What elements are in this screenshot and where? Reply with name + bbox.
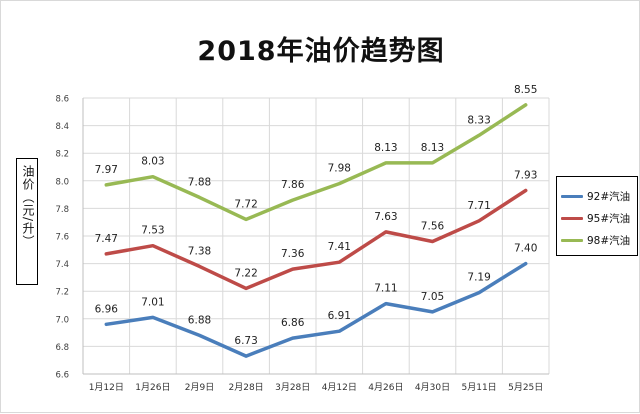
y-tick-label: 8.6 [55,95,69,105]
series-line [104,261,528,358]
data-label: 7.11 [374,283,397,295]
data-label: 8.33 [467,114,490,126]
x-tick-label: 1月26日 [135,382,170,393]
data-label: 6.86 [281,317,305,329]
y-tick-label: 8.2 [55,150,69,160]
data-label: 7.88 [188,176,211,188]
series-line [104,188,528,291]
data-label: 8.13 [374,142,397,154]
legend-label-92: 92#汽油 [587,190,631,203]
data-label: 7.47 [95,233,118,245]
data-label: 7.05 [421,291,444,303]
x-tick-label: 4月30日 [415,382,450,393]
data-label: 7.56 [421,221,445,233]
y-tick-label: 7.4 [55,260,69,270]
legend-swatch-92 [561,194,583,198]
data-label: 7.63 [374,211,397,223]
y-tick-label: 7.8 [55,205,69,215]
data-label: 7.40 [514,243,537,255]
data-label: 7.01 [141,296,164,308]
y-tick-label: 7.0 [55,315,69,325]
y-axis-label-box: 油价（元/升） [16,158,38,285]
data-label: 7.86 [281,179,305,191]
data-label: 8.03 [141,156,164,168]
y-axis-label: 油价（元/升） [21,165,35,249]
legend-swatch-95 [561,216,583,220]
data-label: 7.93 [514,169,537,181]
axis-layer: 6.6 6.8 7.0 7.2 7.4 7.6 7.8 8.0 8.2 8.4 8.6 1月12日 1月… [55,95,549,393]
data-label: 6.73 [234,335,257,347]
data-label: 7.38 [188,245,211,257]
data-label: 7.36 [281,248,305,260]
y-tick-label: 7.6 [55,233,69,243]
data-label: 8.55 [514,84,537,96]
data-label: 7.53 [141,225,164,237]
x-tick-label: 2月9日 [185,382,214,393]
data-label: 7.72 [234,198,257,210]
legend-label-98: 98#汽油 [587,234,631,247]
x-tick-label: 4月12日 [322,382,357,393]
y-tick-label: 7.2 [55,288,69,298]
y-tick-label: 8.0 [55,177,69,187]
data-label: 7.41 [328,241,351,253]
legend: 92#汽油 95#汽油 98#汽油 [556,176,638,256]
data-label: 7.98 [328,163,351,175]
chart-title: 2018年油价趋势图 [197,36,445,67]
y-tick-label: 8.4 [55,122,69,132]
data-label: 7.71 [467,200,490,212]
data-label: 6.88 [188,314,211,326]
legend-item-92: 92#汽油 [561,188,630,204]
data-label: 8.13 [421,142,444,154]
y-tick-label: 6.6 [55,371,69,381]
data-label: 7.19 [467,272,490,284]
x-tick-label: 3月28日 [275,382,310,393]
legend-item-95: 95#汽油 [561,210,630,226]
series-layer [104,103,528,358]
legend-label-95: 95#汽油 [587,212,631,225]
x-tick-label: 2月28日 [229,382,264,393]
data-label: 6.91 [328,310,351,322]
y-tick-label: 6.8 [55,343,69,353]
data-label: 7.97 [95,164,118,176]
x-tick-label: 1月12日 [89,382,124,393]
x-tick-label: 4月26日 [368,382,403,393]
x-tick-label: 5月25日 [508,382,543,393]
series-line [104,103,528,222]
legend-item-98: 98#汽油 [561,232,630,248]
data-label: 6.96 [95,303,119,315]
legend-swatch-98 [561,238,583,242]
data-label: 7.22 [234,267,257,279]
data-label-layer: 6.96 7.01 6.88 6.73 6.86 6.91 7.11 7.05 7.19 7.40… [95,84,538,347]
x-tick-label: 5月11日 [462,382,497,393]
